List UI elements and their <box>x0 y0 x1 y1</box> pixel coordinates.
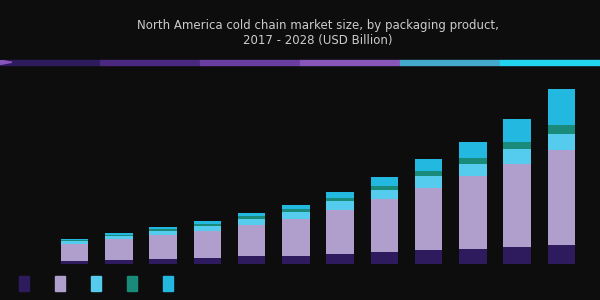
Bar <box>503 119 531 142</box>
Bar <box>238 213 265 216</box>
Bar <box>149 227 177 229</box>
Bar <box>459 142 487 158</box>
Bar <box>503 247 531 264</box>
Bar <box>415 250 442 264</box>
Bar <box>371 177 398 186</box>
Bar <box>415 176 442 188</box>
Bar <box>371 186 398 190</box>
Bar <box>548 89 575 124</box>
Bar <box>149 229 177 231</box>
Polygon shape <box>0 60 12 64</box>
Bar <box>100 60 200 64</box>
Bar <box>326 192 354 198</box>
Bar <box>500 60 600 64</box>
Bar <box>0 60 100 64</box>
Bar <box>194 226 221 231</box>
Bar <box>400 60 500 64</box>
Bar <box>326 198 354 201</box>
Bar <box>105 235 133 236</box>
Bar <box>415 159 442 171</box>
Bar <box>238 219 265 225</box>
Bar <box>194 221 221 224</box>
Bar <box>61 261 88 264</box>
Bar <box>194 258 221 264</box>
Bar <box>282 219 310 256</box>
Bar <box>300 60 400 64</box>
Bar <box>238 225 265 256</box>
Bar <box>149 259 177 264</box>
Bar <box>200 60 300 64</box>
Bar <box>503 149 531 164</box>
Bar <box>371 252 398 264</box>
Bar <box>61 240 88 241</box>
Bar <box>238 256 265 264</box>
Bar <box>194 231 221 258</box>
Bar <box>149 231 177 235</box>
Bar <box>415 171 442 176</box>
Bar <box>371 200 398 252</box>
Bar <box>105 233 133 235</box>
Bar <box>459 164 487 176</box>
Bar <box>105 239 133 260</box>
Text: North America cold chain market size, by packaging product,
2017 - 2028 (USD Bil: North America cold chain market size, by… <box>137 19 499 47</box>
Bar <box>19 276 29 291</box>
Bar <box>127 276 137 291</box>
Bar <box>459 158 487 164</box>
Bar <box>282 205 310 209</box>
Bar <box>415 188 442 250</box>
Bar <box>326 210 354 254</box>
Bar <box>91 276 101 291</box>
Bar <box>503 142 531 149</box>
Bar <box>55 276 65 291</box>
Bar <box>548 124 575 134</box>
Bar <box>105 260 133 264</box>
Bar <box>105 236 133 239</box>
Bar <box>282 212 310 219</box>
Bar <box>282 256 310 264</box>
Bar <box>194 224 221 226</box>
Bar <box>459 176 487 249</box>
Bar <box>326 201 354 210</box>
Bar <box>548 150 575 245</box>
Bar <box>61 239 88 240</box>
Bar <box>459 249 487 264</box>
Bar <box>282 209 310 212</box>
Bar <box>503 164 531 247</box>
Bar <box>548 245 575 264</box>
Bar <box>61 241 88 244</box>
Bar <box>238 216 265 219</box>
Bar <box>326 254 354 264</box>
Bar <box>548 134 575 150</box>
Bar <box>163 276 173 291</box>
Bar <box>371 190 398 200</box>
Bar <box>149 235 177 259</box>
Bar <box>61 244 88 261</box>
